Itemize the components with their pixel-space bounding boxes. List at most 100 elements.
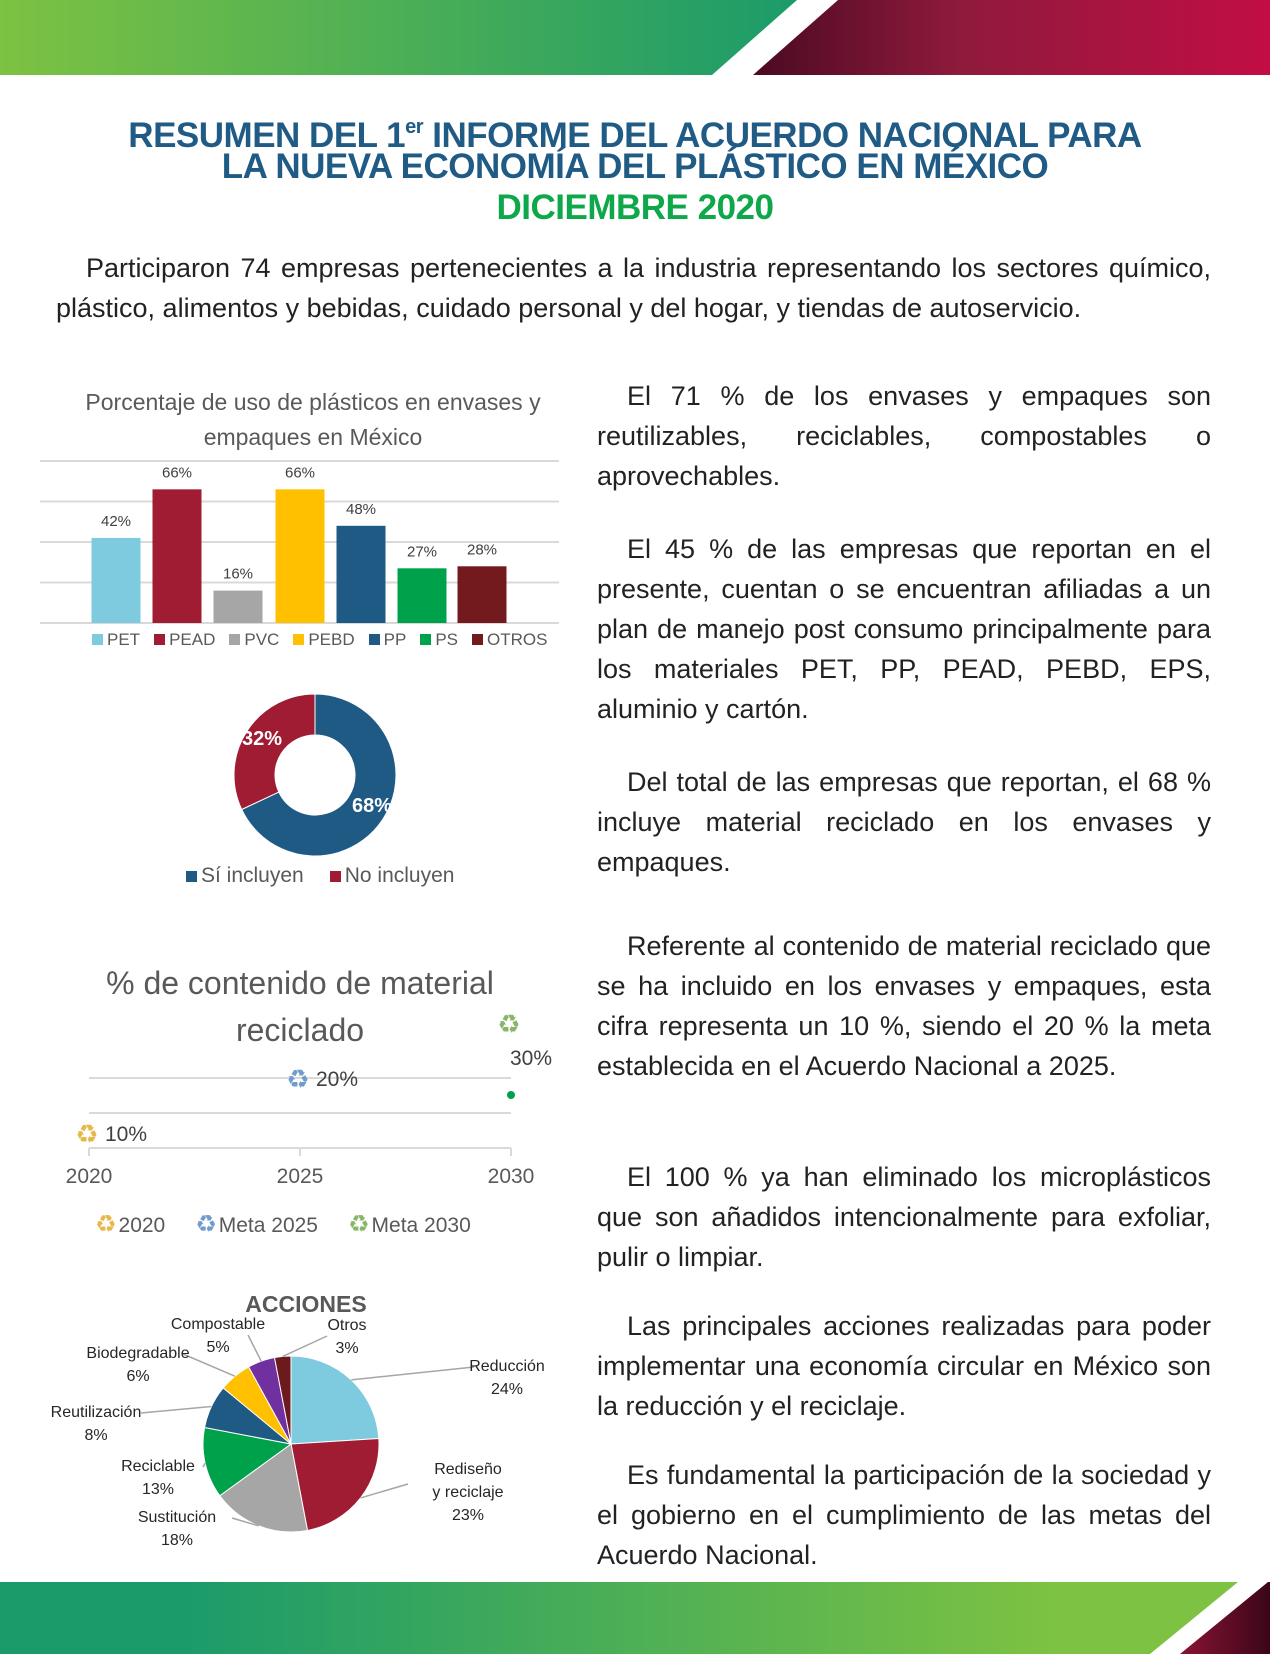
bar-data-label: 66% — [285, 464, 315, 481]
pie-category-label: Reducción — [469, 1358, 545, 1375]
leader-line — [202, 1462, 206, 1468]
pie-category-label: Biodegradable — [86, 1345, 189, 1362]
leader-line — [140, 1405, 212, 1414]
pie-data-label: 3% — [335, 1340, 358, 1357]
legend-swatch — [229, 634, 241, 645]
x-tick-label: 2020 — [66, 1165, 113, 1188]
pie-slice — [273, 1355, 292, 1445]
legend-item: No incluyen — [329, 864, 455, 888]
legend-swatch — [186, 871, 197, 882]
donut-data-label: 68% — [352, 795, 392, 817]
recycle-icon: ♻ — [195, 1210, 217, 1238]
bar-chart-legend: PET PEAD PVC PEBD PP PS OTROS — [92, 630, 547, 650]
pie-category-label: Reutilización — [51, 1404, 142, 1421]
legend-item: PEBD — [293, 630, 355, 650]
legend-item: PVC — [229, 630, 279, 650]
bar-pead — [152, 489, 202, 623]
legend-item: ♻Meta 2030 — [348, 1210, 471, 1238]
pie-slice — [290, 1437, 380, 1532]
pie-data-label: 23% — [452, 1507, 484, 1524]
header-red-band — [753, 0, 1270, 75]
bar-pet — [91, 537, 141, 623]
bar-pebd — [275, 489, 325, 623]
legend-label: PET — [107, 630, 141, 649]
donut-slice — [233, 693, 316, 811]
donut-data-label: 32% — [242, 728, 282, 750]
bar-data-label: 66% — [162, 464, 192, 481]
legend-label: Meta 2030 — [371, 1214, 471, 1237]
actions-pie-chart: Reducción 24% Rediseño y reciclaje 23% Sustit… — [51, 1316, 545, 1549]
recycled-content-chart: 2020 2025 2030 ♻ 10% ♻ 20% ♻ 30% — [66, 1010, 552, 1188]
pie-slice — [290, 1355, 380, 1445]
data-label: 20% — [316, 1068, 358, 1091]
leader-line — [282, 1335, 328, 1358]
pie-data-label: 24% — [491, 1381, 523, 1398]
legend-label: PEBD — [308, 630, 355, 649]
legend-label: Meta 2025 — [218, 1214, 318, 1237]
x-tick-label: 2025 — [277, 1165, 324, 1188]
legend-swatch — [154, 634, 166, 645]
pie-category-label: Reciclable — [121, 1458, 195, 1475]
pie-data-label: 5% — [206, 1339, 229, 1356]
paragraph-reusable: El 71 % de los envases y empaques son re… — [597, 381, 1211, 491]
title-line-2: LA NUEVA ECONOMÍA DEL PLÁSTICO EN MÉXICO — [221, 147, 1049, 186]
legend-item: ♻2020 — [95, 1210, 165, 1238]
bar-data-label: 48% — [346, 501, 376, 518]
title-superscript: er — [405, 116, 424, 138]
bar-otros — [457, 566, 507, 623]
legend-swatch — [472, 634, 483, 645]
leader-line — [231, 1517, 259, 1527]
data-point — [507, 1091, 515, 1099]
legend-swatch — [329, 871, 341, 882]
legend-label: 2020 — [118, 1214, 166, 1237]
legend-swatch — [420, 634, 432, 645]
recycled-chart-title: % de contenido de material reciclado — [106, 965, 494, 1048]
leader-line — [351, 1366, 475, 1381]
bar-data-label: 27% — [407, 543, 437, 560]
pie-data-label: 18% — [161, 1532, 193, 1549]
recycle-icon: ♻ — [348, 1210, 370, 1238]
paragraph-recycled-material: Del total de las empresas que reportan, … — [597, 767, 1211, 877]
legend-label: PVC — [244, 630, 280, 649]
data-label: 10% — [105, 1123, 147, 1146]
donut-chart: 68% 32% — [233, 693, 397, 857]
pie-chart-title: ACCIONES — [245, 1291, 367, 1317]
paragraph-actions: Las principales acciones realizadas para… — [597, 1311, 1211, 1421]
pie-category-label: Rediseño — [434, 1461, 502, 1478]
legend-item: OTROS — [472, 630, 547, 650]
pie-data-label: 13% — [142, 1481, 174, 1498]
leader-line — [360, 1483, 409, 1499]
legend-swatch — [293, 634, 305, 645]
legend-item: PP — [368, 630, 407, 650]
legend-label: PP — [383, 630, 407, 649]
leader-line — [182, 1353, 236, 1377]
intro-paragraph: Participaron 74 empresas pertenecientes … — [56, 253, 1211, 323]
legend-item: Sí incluyen — [186, 864, 304, 888]
title-date: DICIEMBRE 2020 — [496, 188, 774, 227]
recycle-icon: ♻ — [95, 1210, 117, 1238]
bar-data-label: 28% — [467, 541, 497, 558]
header-green-band — [0, 0, 797, 75]
legend-item: PS — [420, 630, 458, 650]
leader-line — [247, 1334, 262, 1362]
pie-slice — [219, 1443, 309, 1533]
recycle-icon: ♻ — [75, 1120, 98, 1150]
legend-label: PS — [435, 630, 458, 649]
title-line-1: RESUMEN DEL 1er INFORME DEL ACUERDO NACI… — [0, 107, 1270, 156]
paragraph-post-consumption: El 45 % de las empresas que reportan en … — [597, 534, 1211, 724]
legend-label: Sí incluyen — [201, 864, 304, 887]
pie-data-label: 6% — [126, 1368, 149, 1385]
bar-chart-title: Porcentaje de uso de plásticos en envase… — [85, 389, 541, 450]
donut-slice — [241, 693, 397, 857]
legend-label: PEAD — [169, 630, 216, 649]
bar-data-label: 16% — [223, 566, 253, 583]
title-text: RESUMEN DEL 1 — [128, 116, 406, 155]
pie-category-label: Sustitución — [138, 1509, 216, 1526]
title-text: INFORME DEL ACUERDO NACIONAL PARA — [423, 116, 1142, 155]
pie-category-label: Compostable — [171, 1316, 265, 1333]
donut-legend: Sí incluyen No incluyen — [186, 864, 454, 888]
legend-item: PEAD — [154, 630, 215, 650]
legend-label: No incluyen — [344, 864, 455, 887]
x-tick-label: 2030 — [488, 1165, 535, 1188]
pie-category-label: y reciclaje — [432, 1484, 503, 1501]
